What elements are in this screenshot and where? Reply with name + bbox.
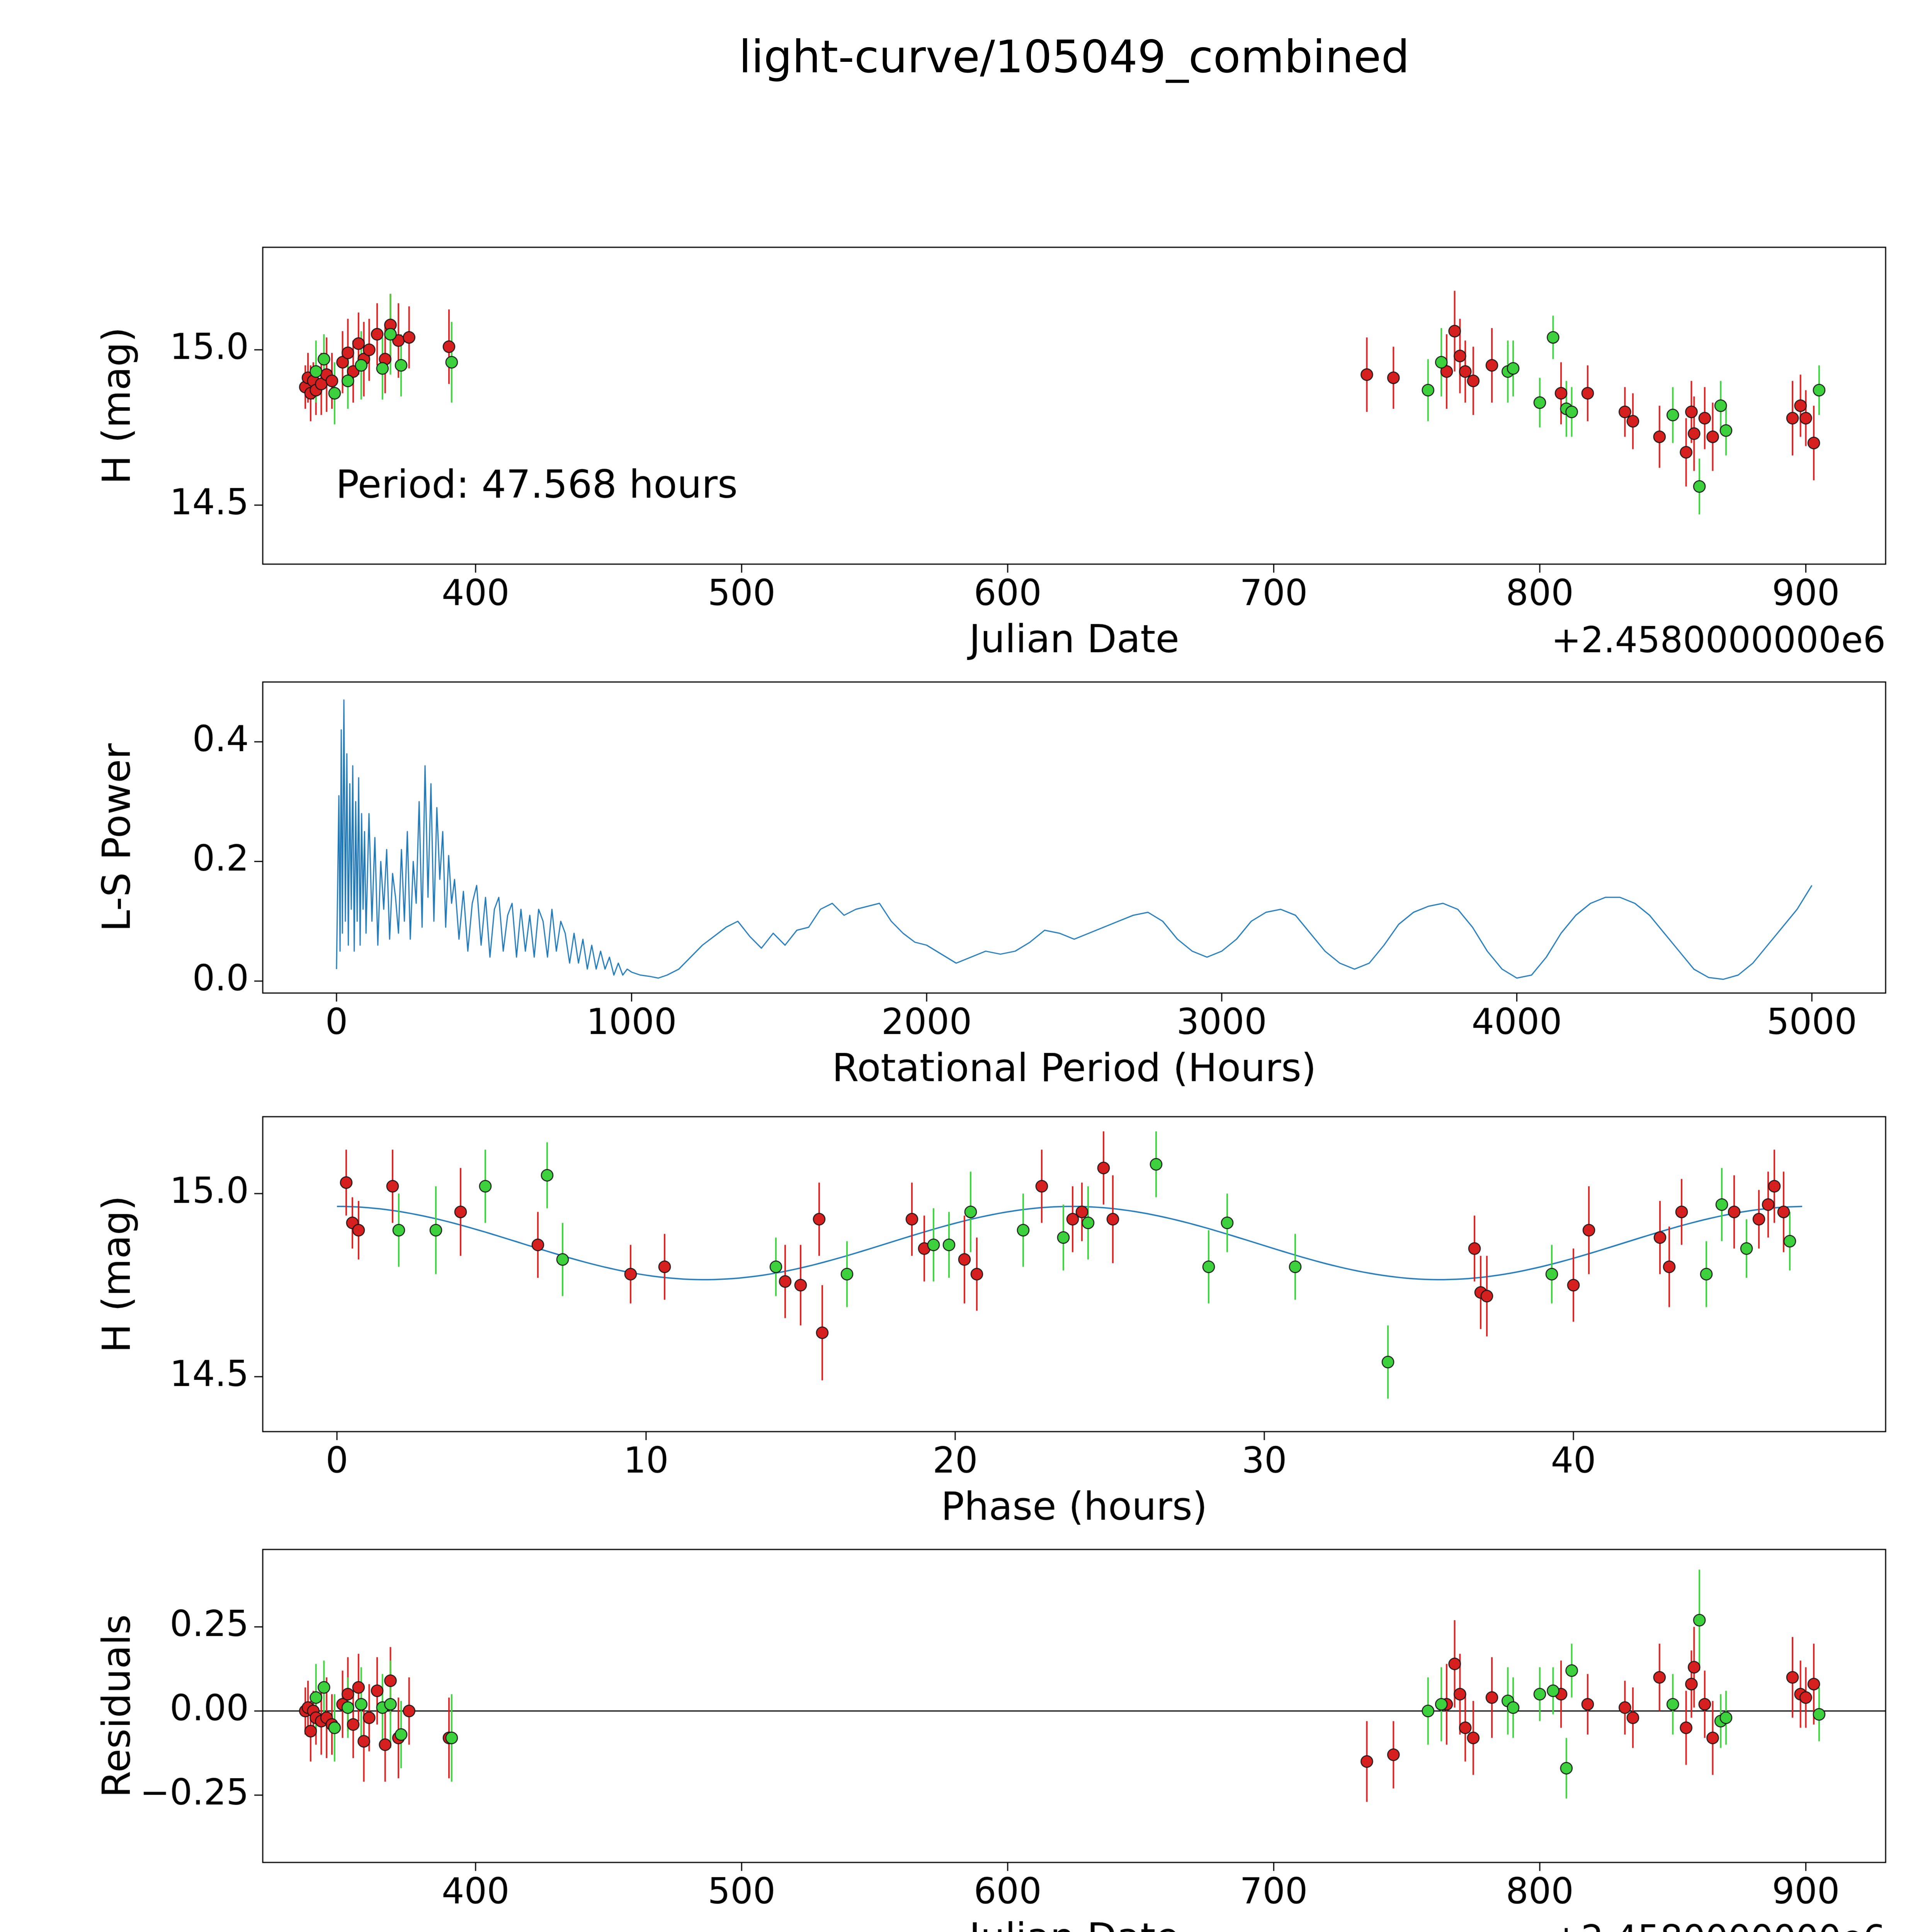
figure-title: light-curve/105049_combined — [739, 31, 1410, 83]
